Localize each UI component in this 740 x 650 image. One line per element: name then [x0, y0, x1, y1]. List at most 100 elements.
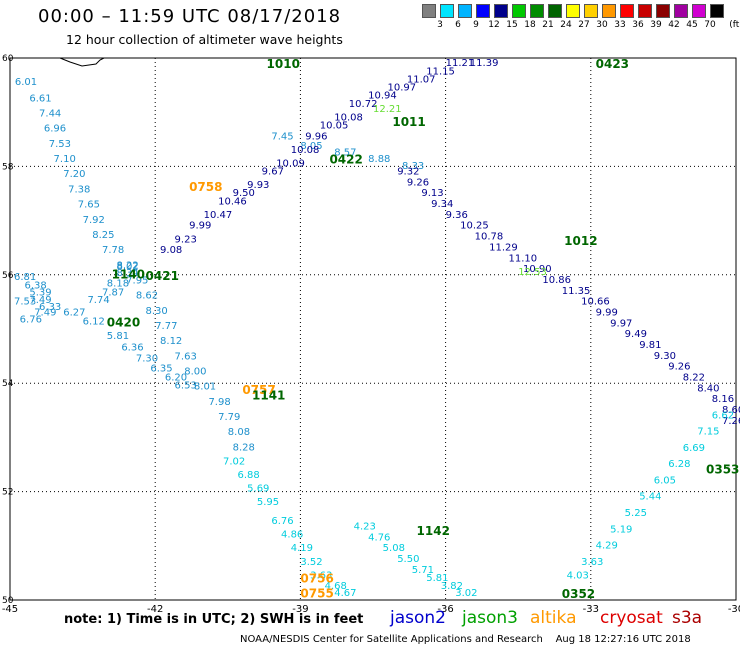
data-point-label: 7.53 [14, 297, 36, 308]
y-tick-label: 54 [2, 379, 14, 389]
data-point-label: 6.33 [39, 302, 61, 313]
x-tick-label: -42 [147, 604, 163, 615]
data-point-label: 8.12 [160, 336, 182, 347]
legend-label: 27 [578, 20, 590, 30]
data-point-label: 9.67 [262, 167, 284, 178]
legend-label: 70 [704, 20, 716, 30]
data-point-label: 8.57 [334, 148, 356, 159]
time-label: 1012 [564, 234, 597, 248]
data-point-label: 5.19 [610, 524, 632, 535]
data-point-label: 8.22 [116, 260, 138, 271]
coastline [59, 57, 105, 67]
legend-swatch [710, 4, 724, 18]
time-label: 0423 [596, 57, 629, 71]
data-point-label: 6.81 [14, 272, 36, 283]
legend-label: 15 [506, 20, 518, 30]
plot-frame [9, 57, 737, 601]
data-point-label: 8.33 [402, 161, 424, 172]
data-point-label: 3.63 [310, 570, 332, 581]
legend-swatch [566, 4, 580, 18]
data-point-label: 11.10 [509, 253, 538, 264]
legend-swatch [656, 4, 670, 18]
x-tick-label: -30 [728, 604, 740, 615]
legend-swatch [512, 4, 526, 18]
data-point-label: 9.99 [189, 221, 211, 232]
data-point-label: 6.27 [63, 307, 85, 318]
data-point-label: 9.34 [431, 199, 453, 210]
data-point-label: 6.61 [29, 93, 51, 104]
legend-swatch [530, 4, 544, 18]
data-point-label: 12.21 [373, 104, 402, 115]
grid-lines [9, 57, 737, 601]
data-point-label: 5.44 [639, 492, 661, 503]
satellite-altika: altika [530, 608, 577, 628]
data-point-label: 8.25 [92, 230, 114, 241]
data-point-label: 10.66 [581, 297, 610, 308]
data-point-label: 10.47 [204, 210, 233, 221]
satellite-cryosat: cryosat [600, 608, 663, 628]
data-point-label: 9.49 [625, 329, 647, 340]
data-point-label: 8.08 [228, 427, 250, 438]
data-point-label: 10.46 [218, 196, 247, 207]
time-label: 1140 [112, 268, 145, 282]
data-point-label: 5.50 [397, 554, 419, 565]
x-tick-label: -45 [2, 604, 18, 615]
data-point-label: 6.36 [121, 343, 143, 354]
satellite-jason2: jason2 [390, 608, 446, 628]
data-point-label: 9.26 [668, 362, 690, 373]
data-point-label: 8.00 [184, 367, 206, 378]
data-point-label: 6.38 [25, 280, 47, 291]
data-point-label: 7.15 [697, 427, 719, 438]
time-label: 0756 [300, 572, 333, 586]
data-point-label: 6.76 [20, 314, 42, 325]
data-point-label: 10.05 [320, 120, 349, 131]
data-point-label: 10.86 [542, 275, 571, 286]
data-point-label: 9.36 [446, 210, 468, 221]
data-point-label: 8.22 [683, 372, 705, 383]
time-label: 1142 [417, 524, 450, 538]
data-point-label: 10.78 [475, 232, 504, 243]
data-point-label: 7.92 [83, 215, 105, 226]
data-point-label: 4.76 [368, 532, 390, 543]
data-point-label: 9.93 [247, 180, 269, 191]
time-label: 0758 [189, 180, 222, 194]
data-point-label: 8.18 [107, 279, 129, 290]
legend-label: 33 [614, 20, 626, 30]
data-point-label: 7.77 [155, 321, 177, 332]
data-point-label: 10.08 [334, 112, 363, 123]
legend-label: 24 [560, 20, 572, 30]
data-point-label: 5.39 [29, 287, 51, 298]
time-label: 1011 [392, 115, 425, 129]
legend-swatch [620, 4, 634, 18]
data-point-label: 11.39 [470, 58, 499, 69]
data-point-label: 6.12 [83, 317, 105, 328]
legend-label: 3 [437, 20, 443, 30]
data-point-label: 7.26 [722, 416, 740, 427]
legend-swatch [638, 4, 652, 18]
data-point-label: 9.99 [596, 307, 618, 318]
credit-line: NOAA/NESDIS Center for Satellite Applica… [240, 634, 691, 645]
chart-title: 00:00 – 11:59 UTC 08/17/2018 [38, 6, 342, 27]
data-point-label: 9.32 [397, 167, 419, 178]
coastline-shape [59, 57, 105, 67]
data-point-label: 6.01 [15, 77, 37, 88]
data-point-label: 8.02 [116, 261, 138, 272]
data-point-label: 6.88 [237, 470, 259, 481]
data-point-label: 4.29 [596, 541, 618, 552]
legend-label: 12 [488, 20, 500, 30]
data-point-label: 9.50 [233, 188, 255, 199]
data-point-label: 6.96 [44, 124, 66, 135]
legend-label: 9 [473, 20, 479, 30]
y-tick-label: 56 [2, 271, 14, 281]
data-point-label: 5.08 [383, 543, 405, 554]
data-point-label: 7.87 [102, 287, 124, 298]
time-label: 0353 [706, 463, 739, 477]
y-tick-label: 50 [2, 596, 14, 606]
legend-label: 6 [455, 20, 461, 30]
data-point-label: 9.81 [639, 340, 661, 351]
data-point-label: 9.26 [407, 177, 429, 188]
time-label: 0422 [329, 153, 362, 167]
data-point-label: 5.81 [426, 573, 448, 584]
x-tick-label: -36 [437, 604, 453, 615]
